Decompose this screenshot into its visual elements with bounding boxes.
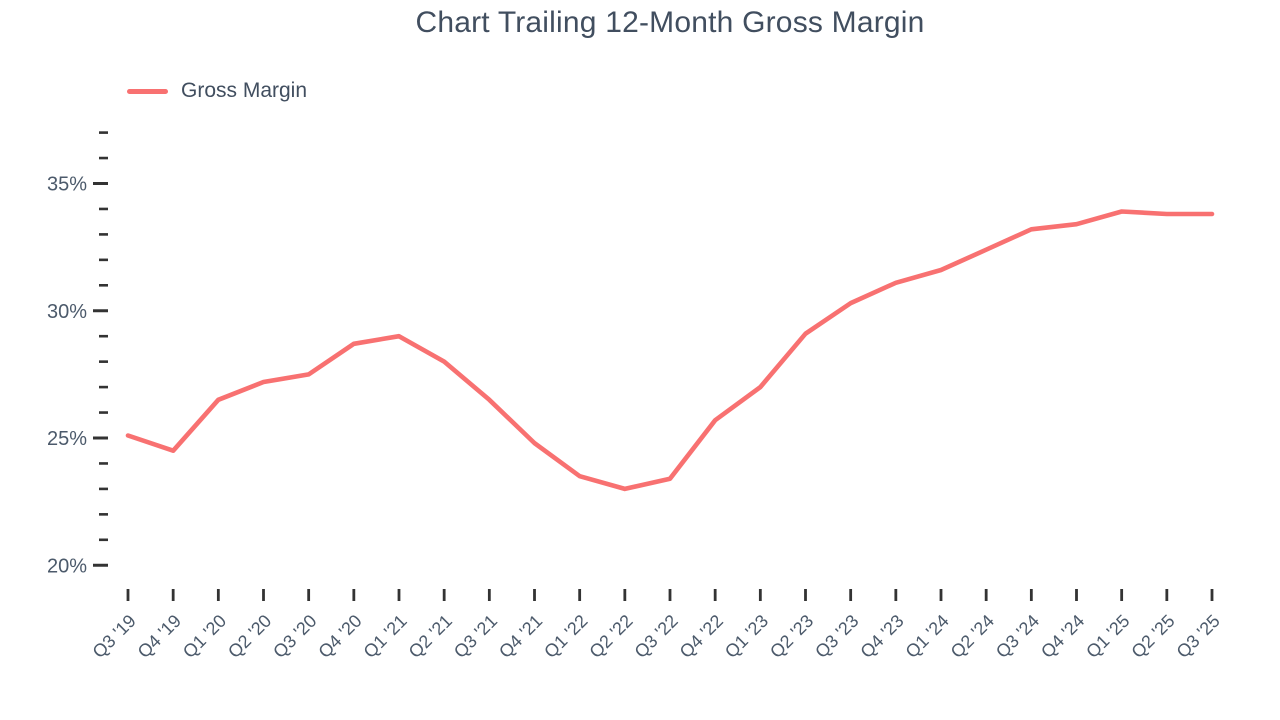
x-axis-tick-label: Q4 '20 — [314, 611, 365, 662]
x-axis-tick-label: Q2 '25 — [1127, 611, 1178, 662]
x-axis-tick-label: Q1 '24 — [902, 611, 953, 662]
gross-margin-line — [125, 209, 1215, 492]
x-axis-tick-label: Q3 '21 — [450, 611, 501, 662]
x-axis-tick-label: Q3 '19 — [89, 611, 140, 662]
x-axis-tick-label: Q2 '21 — [405, 611, 456, 662]
x-axis-tick-label: Q3 '22 — [631, 611, 682, 662]
y-axis-tick-label: 20% — [47, 555, 87, 577]
x-axis-tick-label: Q1 '23 — [721, 611, 772, 662]
legend-swatch-icon — [127, 88, 168, 94]
x-axis-tick-label: Q1 '25 — [1082, 611, 1133, 662]
x-axis-tick-label: Q4 '22 — [676, 611, 727, 662]
x-axis-tick-label: Q3 '24 — [992, 611, 1043, 662]
y-axis-tick-label: 35% — [47, 174, 87, 196]
x-axis-tick-label: Q4 '19 — [134, 611, 185, 662]
x-axis-tick-label: Q1 '21 — [360, 611, 411, 662]
x-axis-tick-label: Q4 '23 — [856, 611, 907, 662]
y-axis-tick-label: 30% — [47, 301, 87, 323]
x-axis-tick-label: Q3 '20 — [269, 611, 320, 662]
x-axis-tick-label: Q3 '23 — [811, 611, 862, 662]
chart-title: Chart Trailing 12-Month Gross Margin — [415, 6, 925, 39]
x-axis-tick-label: Q2 '22 — [585, 611, 636, 662]
x-axis-tick-label: Q4 '24 — [1037, 611, 1088, 662]
x-axis-tick-label: Q1 '20 — [179, 611, 230, 662]
y-axis-tick-label: 25% — [47, 428, 87, 450]
x-axis-tick-label: Q4 '21 — [495, 611, 546, 662]
x-axis-tick-label: Q2 '20 — [224, 611, 275, 662]
x-axis-tick-label: Q2 '23 — [766, 611, 817, 662]
x-axis-tick-label: Q3 '25 — [1173, 611, 1224, 662]
legend-label: Gross Margin — [181, 79, 308, 102]
x-axis-tick-label: Q2 '24 — [947, 611, 998, 662]
legend[interactable]: Gross Margin — [127, 79, 307, 103]
x-axis-tick-label: Q1 '22 — [540, 611, 591, 662]
